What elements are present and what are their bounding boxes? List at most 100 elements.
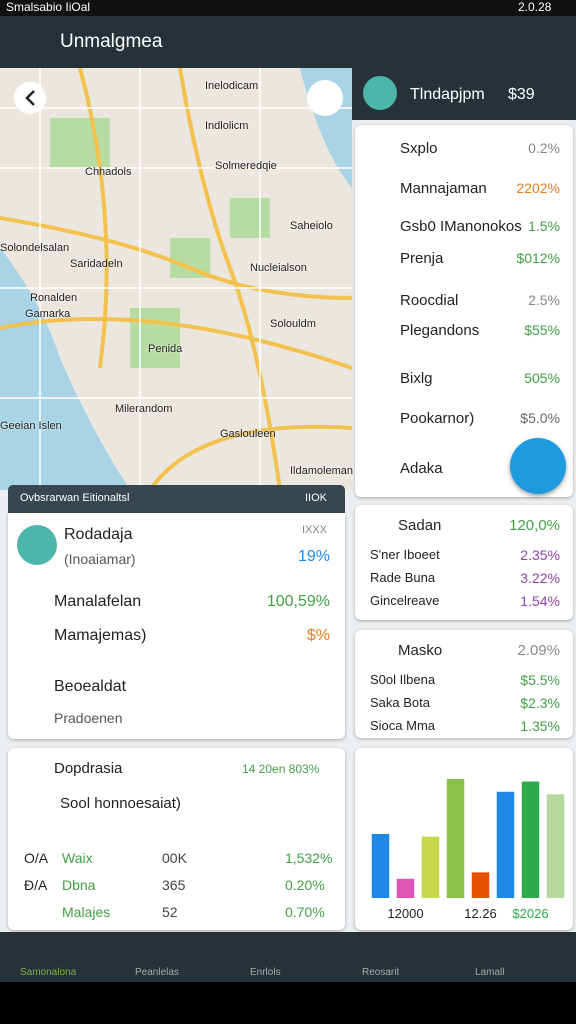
nav-label[interactable]: Peanlelas [135,967,179,978]
row-cell: 365 [162,877,186,893]
row-label: Sioca Mma [370,718,436,733]
card-value: 2.09% [517,642,560,659]
map-label: Gamarka [25,308,71,320]
dop-card [8,748,345,930]
profile-tag: IXXX [302,524,328,536]
sadan-card [355,505,573,620]
x-tick-label: 12.26 [464,906,497,921]
avatar [17,525,57,565]
app-title: Unmalgmea [60,31,163,52]
map-label: Chhadols [85,166,132,178]
list-value: $012% [516,250,560,266]
row-cell: 52 [162,904,178,920]
item-label: Pradoenen [54,710,123,726]
list-value: 505% [524,370,560,386]
row-value: 1.54% [520,593,560,609]
list-label: Adaka [400,460,443,477]
status-text: Smalsabio IiOal [6,0,91,14]
list-value: 1.5% [528,218,560,234]
profile-name: Tlndapjpm [410,86,485,103]
status-time: 2.0.28 [518,0,552,14]
row-value: $2.3% [520,695,560,711]
profile-name: Rodadaja [64,526,133,543]
row-cell: Đ/A [24,877,48,893]
row-label: S0ol Ilbena [370,672,436,687]
x-tick-label: 12000 [387,906,423,921]
bar [496,791,515,898]
system-nav [0,982,576,1024]
search-bar[interactable] [8,485,345,513]
item-label: Mamajemas) [54,627,147,644]
map-label: Solmeredqie [215,160,277,172]
row-cell: 1,532% [285,850,333,866]
list-label: Pookarnor) [400,410,475,427]
nav-label[interactable]: Enrlols [250,967,281,978]
row-value: 3.22% [520,570,560,586]
row-value: 1.35% [520,718,560,734]
item-value: 100,59% [266,593,330,610]
row-label: Rade Buna [370,570,436,585]
map-label: Penida [148,343,183,355]
map-label: Ronalden [30,292,78,304]
map-label: Gaslouleen [220,428,276,440]
status-bar [0,0,576,16]
list-value: 2.5% [528,292,560,308]
app-bar [0,16,576,68]
row-value: 2.35% [520,547,560,563]
list-label: Plegandons [400,322,480,339]
map-label: Ildamoleman [290,465,353,477]
list-label: Mannajaman [400,180,487,197]
nav-label[interactable]: Reosarit [362,967,400,978]
nav-label[interactable]: Samonalona [20,967,77,978]
card-right: 14 20en 803% [242,762,320,776]
list-label: Prenja [400,250,444,267]
search-text[interactable]: Ovbsrarwan Eitionaltsl [20,492,130,504]
bottom-nav [0,932,576,982]
card-title: Sadan [398,517,442,534]
bar [421,836,440,898]
bar-chart: 12000 12.26 $2026 [371,778,565,921]
item-value: $% [306,627,330,644]
item-label: Sool honnoesaiat) [60,795,181,812]
list-label: Bixlg [400,370,433,387]
card-value: 120,0% [509,517,560,534]
row-label: Gincelreave [370,593,440,608]
map-label: Indlolicm [205,120,249,132]
item-label: Manalafelan [54,593,142,610]
row-cell: 00K [162,850,187,866]
list-value: 2202% [516,180,560,196]
bar [471,872,490,898]
map-label: Saheiolo [290,220,333,232]
list-label: Gsb0 IManonokos [400,218,522,235]
nav-label[interactable]: Lamall [475,967,505,978]
row-cell: 0.20% [285,877,325,893]
map-label: Solondelsalan [0,242,70,254]
map-label: Geeian Islen [0,420,62,432]
map-label: Nucleialson [250,262,307,274]
x-tick-label: $2026 [512,906,548,921]
map[interactable] [0,68,352,490]
card-title: Masko [398,642,443,659]
row-cell: Dbna [62,877,96,893]
bar [371,834,390,898]
item-label: Beoealdat [54,678,127,695]
profile-sub: (Inoaiamar) [64,551,136,567]
row-cell: 0.70% [285,904,325,920]
avatar [363,76,397,110]
row-cell: Malajes [62,904,111,920]
masko-card [355,630,573,738]
row-cell: Waix [62,850,93,866]
card-title: Dopdrasia [54,760,123,777]
map-label: Milerandom [115,403,173,415]
profile-value: 19% [297,548,330,565]
list-label: Sxplo [400,140,438,157]
list-label: Roocdial [400,292,459,309]
list-value: $5.0% [520,410,560,426]
row-label: S'ner Iboeet [370,547,440,562]
row-label: Saka Bota [370,695,430,710]
list-value: 0.2% [528,140,560,156]
home-fab[interactable] [510,438,566,494]
bar [396,878,415,898]
row-cell: O/A [24,850,49,866]
profile-value: $39 [508,86,535,103]
